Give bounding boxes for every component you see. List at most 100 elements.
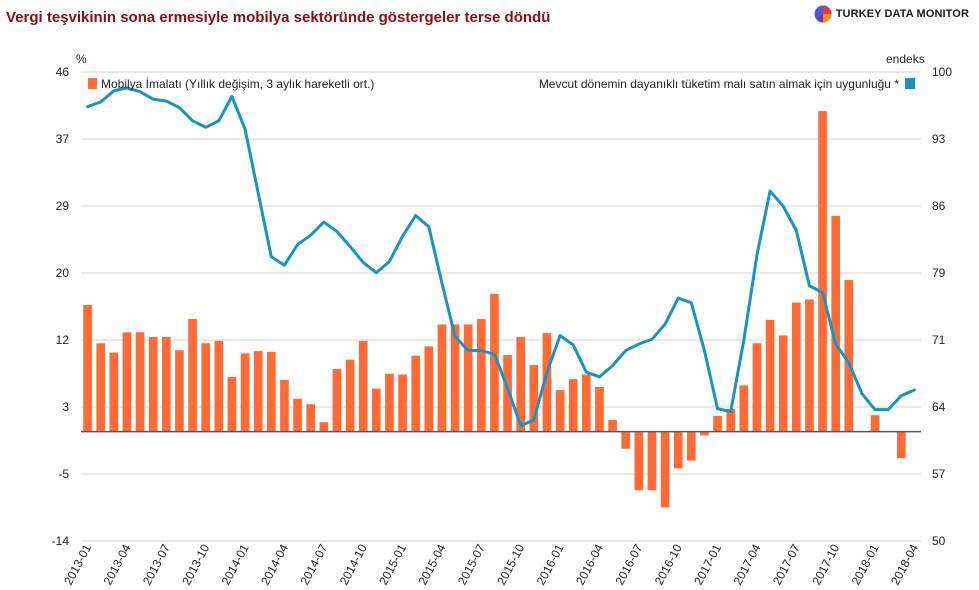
bar-2016-09 — [660, 431, 670, 508]
right-tick-label: 86 — [932, 199, 946, 213]
bar-2016-08 — [647, 431, 657, 491]
bar-2014-10 — [358, 340, 368, 432]
x-tick-label: 2018-01 — [849, 542, 882, 588]
x-tick-label: 2015-10 — [494, 542, 527, 588]
x-tick-label: 2013-01 — [61, 542, 94, 588]
right-tick-label: 93 — [932, 132, 946, 146]
right-tick-label: 64 — [932, 400, 946, 414]
bar-2017-01 — [713, 415, 722, 432]
x-tick-label: 2013-07 — [140, 542, 173, 588]
bar-2014-01 — [240, 353, 250, 432]
bar-2018-03 — [896, 431, 906, 459]
left-tick-label: 3 — [62, 400, 69, 414]
bar-2017-04 — [752, 343, 762, 432]
right-tick-label: 57 — [932, 467, 946, 481]
left-tick-label: 37 — [56, 132, 70, 146]
x-tick-label: 2017-10 — [809, 542, 842, 588]
bar-2014-03 — [266, 351, 276, 432]
bar-2017-02 — [726, 408, 736, 432]
bar-2016-04 — [595, 387, 604, 432]
bar-2016-11 — [686, 431, 696, 461]
left-tick-label: 29 — [56, 199, 70, 213]
legend-line-label: Mevcut dönemin dayanıklı tüketim malı sa… — [539, 77, 900, 91]
left-tick-label: 20 — [56, 266, 70, 280]
x-tick-label: 2014-07 — [297, 542, 330, 588]
line-durable-goods-index — [86, 86, 916, 428]
bar-2014-04 — [280, 379, 289, 432]
left-tick-label: 46 — [56, 65, 70, 79]
bar-2015-10 — [516, 336, 526, 432]
x-tick-label: 2015-01 — [376, 542, 409, 588]
bar-2015-04 — [437, 324, 447, 432]
bar-2015-02 — [411, 355, 421, 432]
bar-2016-07 — [634, 431, 644, 491]
bar-2015-06 — [463, 324, 473, 432]
x-tick-label: 2014-01 — [219, 542, 252, 588]
x-tick-label: 2016-10 — [652, 542, 685, 588]
bar-series — [83, 111, 906, 508]
bar-2013-12 — [227, 376, 237, 432]
x-axis: 2013-01 2013-04 2013-07 2013-10 2014-01 2014-… — [61, 542, 921, 588]
bar-2014-08 — [332, 369, 342, 432]
bar-2015-12 — [542, 333, 552, 432]
x-tick-label: 2013-10 — [179, 542, 212, 588]
x-tick-label: 2017-07 — [770, 542, 803, 588]
bar-2014-05 — [293, 398, 302, 432]
legend: Mobilya İmalatı (Yıllık değişim, 3 aylık… — [88, 77, 915, 91]
bar-2014-06 — [306, 404, 316, 432]
globe-logo-icon — [814, 5, 832, 23]
x-tick-label: 2015-04 — [416, 542, 449, 588]
bar-2015-03 — [424, 346, 434, 432]
bar-2017-05 — [765, 319, 775, 432]
left-tick-label: -5 — [58, 467, 69, 481]
bar-2015-09 — [503, 354, 512, 432]
x-tick-label: 2018-04 — [888, 542, 921, 588]
bar-2016-05 — [608, 419, 617, 432]
bar-2013-10 — [201, 343, 211, 432]
bar-2016-10 — [673, 431, 683, 469]
bar-2016-01 — [555, 390, 565, 432]
bar-2014-12 — [385, 373, 394, 432]
brand-name: TURKEY DATA MONITOR — [835, 8, 969, 20]
right-tick-label: 71 — [932, 333, 946, 347]
x-tick-label: 2016-04 — [573, 542, 606, 588]
x-tick-label: 2017-01 — [691, 542, 724, 588]
line-series-group — [86, 86, 916, 428]
bar-2014-07 — [319, 422, 329, 432]
bar-2017-10 — [831, 215, 841, 432]
bar-2014-02 — [253, 351, 263, 432]
bar-2017-06 — [778, 335, 788, 432]
legend-bar-swatch — [88, 78, 97, 89]
x-tick-label: 2017-04 — [731, 542, 764, 588]
bar-2014-09 — [345, 359, 355, 432]
right-tick-label: 79 — [932, 266, 946, 280]
bar-2017-08 — [805, 299, 814, 432]
right-axis: 100 93 86 79 71 64 57 50 — [932, 65, 952, 548]
brand-logo: TURKEY DATA MONITOR — [814, 5, 969, 23]
bar-2013-08 — [175, 350, 184, 432]
bar-2013-03 — [109, 352, 119, 432]
bar-2018-01 — [870, 415, 880, 432]
bar-2013-09 — [188, 319, 197, 432]
x-tick-label: 2013-04 — [101, 542, 134, 588]
bar-2015-01 — [398, 374, 407, 432]
x-tick-label: 2016-07 — [612, 542, 645, 588]
bar-2016-12 — [700, 431, 709, 436]
legend-line-swatch — [905, 78, 915, 89]
bar-2013-05 — [135, 332, 145, 432]
x-tick-label: 2014-10 — [337, 542, 370, 588]
bar-2015-07 — [476, 319, 486, 432]
bar-2014-11 — [371, 388, 381, 432]
bar-2013-02 — [96, 343, 106, 432]
bar-2013-01 — [83, 304, 92, 432]
bar-2013-04 — [122, 332, 132, 432]
bar-2015-08 — [490, 293, 499, 432]
bar-2017-07 — [791, 302, 801, 432]
left-tick-label: 12 — [56, 333, 70, 347]
bar-2013-06 — [148, 336, 158, 432]
x-tick-label: 2016-01 — [534, 542, 567, 588]
bar-2015-05 — [450, 324, 460, 432]
left-axis-unit: % — [76, 52, 87, 66]
bar-2016-03 — [581, 374, 591, 432]
